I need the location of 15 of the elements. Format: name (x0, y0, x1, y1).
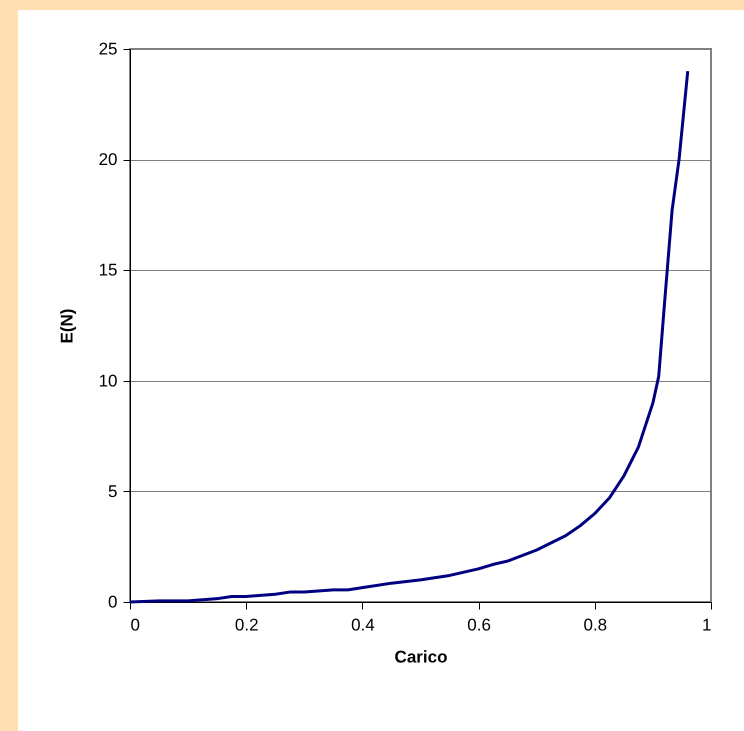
y-tick-label: 20 (98, 150, 118, 170)
x-tick-label: 1 (702, 616, 712, 634)
x-axis-title: Carico (394, 648, 448, 666)
y-axis-title: E(N) (58, 308, 77, 344)
x-tick-label: 0 (130, 616, 140, 634)
y-tick-label: 15 (98, 260, 118, 280)
line-series (128, 70, 690, 604)
x-tick-label: 0.2 (234, 616, 259, 634)
y-tick-label: 5 (108, 482, 118, 501)
y-tick-label: 25 (98, 40, 118, 58)
y-tick-label: 0 (108, 592, 118, 612)
x-tick-label: 0.6 (467, 616, 491, 634)
x-tick-label: 0.4 (351, 616, 375, 634)
x-tick-label: 0.8 (583, 616, 608, 634)
y-tick-label: 10 (98, 371, 118, 390)
